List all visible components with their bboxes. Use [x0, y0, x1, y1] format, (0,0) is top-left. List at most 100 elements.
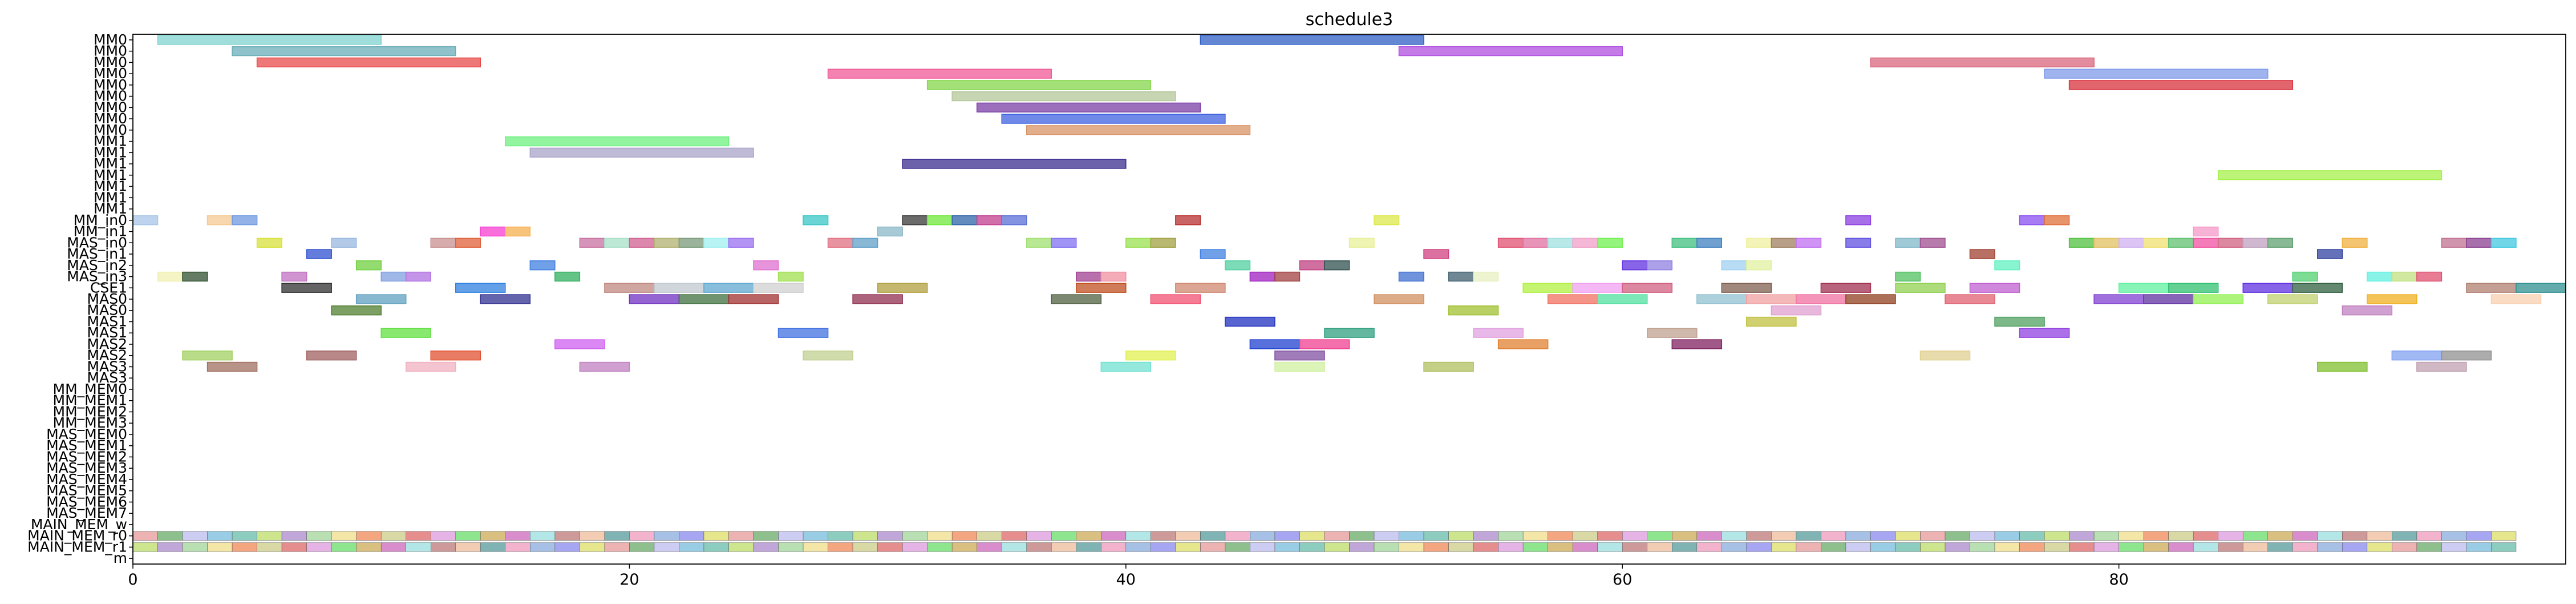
schedule-bar — [1225, 260, 1251, 271]
schedule-bar — [1324, 260, 1350, 271]
schedule-bar — [1399, 542, 1424, 552]
schedule-bar — [1969, 283, 2020, 293]
schedule-bar — [182, 271, 208, 282]
schedule-bar — [206, 215, 233, 226]
schedule-bar — [257, 542, 282, 552]
schedule-bar — [2367, 294, 2417, 304]
y-tick-label: MAS0 — [87, 291, 127, 307]
schedule-bar — [1026, 125, 1251, 135]
schedule-bar — [580, 542, 605, 552]
schedule-bar — [1646, 328, 1698, 338]
schedule-bar — [1051, 542, 1077, 552]
schedule-bar — [1274, 531, 1300, 541]
schedule-bar — [902, 159, 1127, 169]
schedule-bar — [2168, 542, 2194, 552]
schedule-bar — [2044, 69, 2269, 79]
y-tick-label: MAS_MEM7 — [46, 505, 127, 521]
schedule-bar — [877, 531, 903, 541]
schedule-bar — [2490, 294, 2542, 304]
schedule-bar — [1622, 531, 1647, 541]
schedule-bar — [1249, 271, 1275, 282]
schedule-bar — [380, 542, 406, 552]
schedule-bar — [1821, 542, 1846, 552]
schedule-bar — [2490, 237, 2517, 248]
schedule-bar — [1771, 237, 1797, 248]
schedule-bar — [1721, 260, 1747, 271]
schedule-bar — [530, 531, 556, 541]
schedule-bar — [2019, 328, 2070, 338]
schedule-bar — [1324, 328, 1375, 338]
schedule-bar — [281, 531, 307, 541]
schedule-bar — [728, 542, 754, 552]
schedule-bar — [2293, 542, 2318, 552]
schedule-bar — [1622, 542, 1647, 552]
schedule-bar — [1597, 531, 1623, 541]
schedule-bar — [1497, 339, 1549, 349]
schedule-bar — [1548, 531, 1573, 541]
schedule-bar — [505, 136, 730, 147]
schedule-bar — [828, 542, 853, 552]
schedule-bar — [157, 542, 183, 552]
schedule-bar — [1274, 542, 1300, 552]
schedule-bar — [207, 531, 233, 541]
y-tick-label: MAS2 — [87, 347, 127, 364]
schedule-bar — [2044, 215, 2070, 226]
schedule-bar — [1647, 531, 1672, 541]
schedule-bar — [703, 237, 730, 248]
schedule-bar — [1522, 542, 1548, 552]
schedule-bar — [1125, 542, 1151, 552]
schedule-bar — [753, 283, 804, 293]
schedule-bar — [132, 531, 158, 541]
schedule-bar — [455, 542, 481, 552]
schedule-bar — [232, 542, 257, 552]
schedule-bar — [2267, 237, 2294, 248]
schedule-bar — [529, 260, 556, 271]
schedule-bar — [654, 542, 679, 552]
schedule-bar — [1522, 283, 1573, 293]
schedule-bar — [2019, 215, 2045, 226]
schedule-bar — [679, 542, 704, 552]
schedule-bar — [1895, 237, 1921, 248]
schedule-bar — [232, 531, 257, 541]
schedule-bar — [1671, 237, 1698, 248]
schedule-bar — [1473, 531, 1498, 541]
schedule-bar — [1324, 542, 1350, 552]
schedule-bar — [902, 215, 928, 226]
schedule-bar — [380, 531, 406, 541]
schedule-bar — [1771, 305, 1822, 316]
schedule-bar — [1771, 542, 1797, 552]
schedule-bar — [2068, 237, 2095, 248]
schedule-bar — [2168, 283, 2219, 293]
y-tick-label: MM1 — [94, 144, 127, 160]
schedule-bar — [1225, 316, 1275, 327]
schedule-bar — [2069, 531, 2095, 541]
y-tick-label: MM1 — [94, 167, 127, 183]
y-tick-label: MM1 — [94, 178, 127, 195]
schedule-bar — [1349, 531, 1375, 541]
schedule-bar — [1101, 542, 1127, 552]
schedule-bar — [580, 531, 605, 541]
schedule-bar — [1299, 339, 1350, 349]
schedule-bar — [1970, 531, 1995, 541]
schedule-bar — [1225, 531, 1250, 541]
schedule-bar — [2068, 80, 2294, 90]
schedule-bar — [1671, 339, 1723, 349]
schedule-bar — [2293, 531, 2318, 541]
schedule-bar — [1696, 237, 1723, 248]
y-tick-label: CSE1 — [90, 279, 127, 296]
schedule-bar — [1672, 542, 1698, 552]
schedule-bar — [182, 531, 208, 541]
y-tick-label: MAS_MEM3 — [46, 460, 127, 476]
schedule-bar — [803, 351, 853, 361]
schedule-bar — [2242, 283, 2294, 293]
y-tick-label: MAS_in3 — [67, 268, 127, 285]
x-tick-label: 0 — [128, 571, 137, 589]
schedule-bar — [1225, 542, 1250, 552]
schedule-bar — [1746, 237, 1772, 248]
schedule-bar — [1945, 531, 1970, 541]
schedule-bar — [2317, 542, 2343, 552]
schedule-bar — [2044, 542, 2069, 552]
schedule-bar — [2143, 531, 2169, 541]
schedule-bar — [1919, 351, 1971, 361]
schedule-bar — [2441, 351, 2492, 361]
